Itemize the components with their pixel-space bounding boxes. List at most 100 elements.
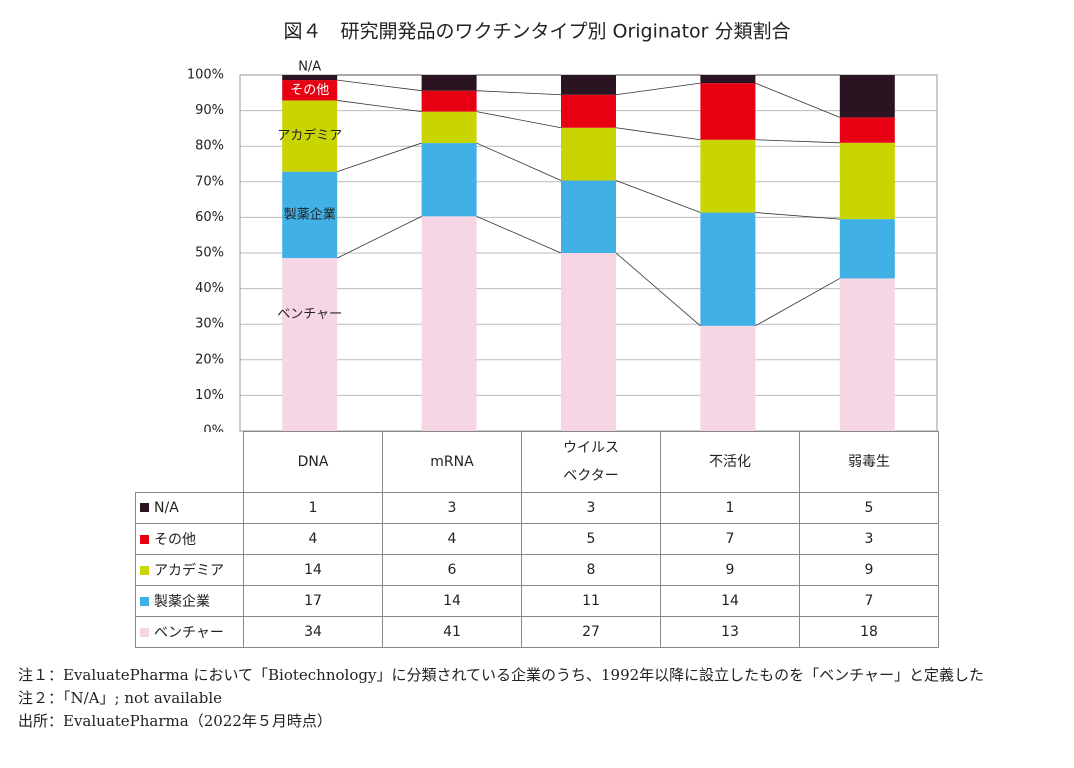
table-value: 41: [382, 616, 522, 648]
connector-line: [476, 90, 562, 96]
y-tick-label: 10%: [195, 388, 224, 403]
bar-segment: [700, 83, 756, 140]
table-value: 4: [243, 523, 383, 555]
bar-segment: [421, 90, 477, 112]
series-label: その他: [290, 83, 329, 98]
y-tick-label: 70%: [195, 174, 224, 189]
category-label: ウイルス ベクター: [521, 431, 661, 493]
connector-line: [337, 215, 422, 259]
connector-line: [476, 215, 562, 254]
note: 注２：「N/A」; not available: [18, 689, 222, 707]
connector-line: [337, 100, 422, 113]
table-row: その他 4 4 5 7 3: [135, 523, 939, 555]
legend-swatch: [140, 566, 149, 575]
series-label: 製薬企業: [284, 206, 336, 222]
table-row: N/A 1 3 3 1 5: [135, 492, 939, 524]
connector-line: [615, 127, 701, 141]
legend-label: 製薬企業: [154, 594, 210, 610]
connector-line: [755, 139, 840, 144]
connector-line: [755, 278, 840, 327]
table-value: 3: [799, 523, 939, 555]
legend-entry: アカデミア: [135, 554, 244, 586]
table-value: 1: [243, 492, 383, 524]
series-label: アカデミア: [277, 128, 342, 144]
table-value: 4: [382, 523, 522, 555]
table-value: 11: [521, 585, 661, 617]
table-value: 5: [799, 492, 939, 524]
bar-segment: [282, 100, 338, 172]
table-value: 14: [660, 585, 800, 617]
legend-label: ベンチャー: [154, 625, 224, 641]
connector-line: [755, 82, 840, 118]
bar-segment: [421, 75, 477, 91]
bar-segment: [421, 216, 477, 431]
connector-line: [615, 180, 701, 213]
table-value: 17: [243, 585, 383, 617]
y-tick-label: 80%: [195, 139, 224, 154]
bar-segment: [561, 127, 616, 181]
table-value: 6: [382, 554, 522, 586]
table-value: 1: [660, 492, 800, 524]
bar-segment: [700, 75, 756, 84]
bar-segment: [700, 139, 756, 213]
note: 出所：EvaluatePharma（2022年５月時点）: [18, 712, 332, 730]
legend-entry: その他: [135, 523, 244, 555]
table-value: 14: [382, 585, 522, 617]
table-row: アカデミア 14 6 8 9 9: [135, 554, 939, 586]
legend-entry: 製薬企業: [135, 585, 244, 617]
connector-line: [615, 252, 701, 327]
chart-title: 図４ 研究開発品のワクチンタイプ別 Originator 分類割合: [283, 21, 790, 43]
legend-label: アカデミア: [154, 563, 224, 579]
bar-segment: [421, 111, 477, 144]
connector-line: [476, 142, 562, 181]
table-value: 9: [799, 554, 939, 586]
series-label: ベンチャー: [277, 307, 342, 322]
y-tick-label: 90%: [195, 103, 224, 118]
connector-line: [476, 111, 562, 129]
y-tick-label: 100%: [187, 68, 224, 83]
table-corner: [136, 432, 244, 493]
bar-segment: [561, 75, 616, 95]
note: 注１：EvaluatePharma において「Biotechnology」に分類…: [18, 666, 985, 684]
y-tick-label: 50%: [195, 246, 224, 261]
connector-line: [337, 79, 422, 92]
table-value: 34: [243, 616, 383, 648]
table-value: 7: [799, 585, 939, 617]
table-row: 製薬企業 17 14 11 14 7: [135, 585, 939, 617]
legend-label: その他: [154, 532, 196, 548]
y-tick-label: 0%: [203, 424, 224, 433]
bar-segment: [282, 171, 338, 259]
bar-segment: [839, 278, 895, 431]
table-value: 27: [521, 616, 661, 648]
bar-segment: [282, 75, 338, 81]
category-label: 不活化: [660, 431, 800, 493]
table-value: 8: [521, 554, 661, 586]
notes: 注１：EvaluatePharma において「Biotechnology」に分類…: [18, 664, 1063, 733]
data-table: DNA mRNA ウイルス ベクター 不活化 弱毒生 N/A 1 3 3 1 5 その他 4 4 5 7 3 アカ…: [135, 431, 939, 648]
table-header-row: DNA mRNA ウイルス ベクター 不活化 弱毒生: [136, 431, 939, 493]
legend-swatch: [140, 628, 149, 637]
legend-swatch: [140, 535, 149, 544]
connector-line: [755, 212, 840, 220]
category-label: mRNA: [382, 431, 522, 493]
bar-segment: [839, 117, 895, 143]
table-value: 3: [521, 492, 661, 524]
bar-segment: [282, 258, 338, 431]
legend-swatch: [140, 597, 149, 606]
table-value: 5: [521, 523, 661, 555]
category-label: DNA: [243, 431, 383, 493]
table-value: 13: [660, 616, 800, 648]
bar-segment: [282, 80, 338, 101]
table-value: 9: [660, 554, 800, 586]
connector-line: [337, 142, 422, 173]
y-tick-label: 40%: [195, 281, 224, 296]
table-row: ベンチャー 34 41 27 13 18: [135, 616, 939, 648]
bar-segment: [700, 212, 756, 326]
y-tick-label: 30%: [195, 317, 224, 332]
bar-segment: [421, 143, 477, 217]
table-value: 18: [799, 616, 939, 648]
bar-segment: [561, 180, 616, 253]
legend-entry: N/A: [135, 492, 244, 524]
chart: 図４ 研究開発品のワクチンタイプ別 Originator 分類割合 0% 10% 2…: [187, 21, 938, 433]
